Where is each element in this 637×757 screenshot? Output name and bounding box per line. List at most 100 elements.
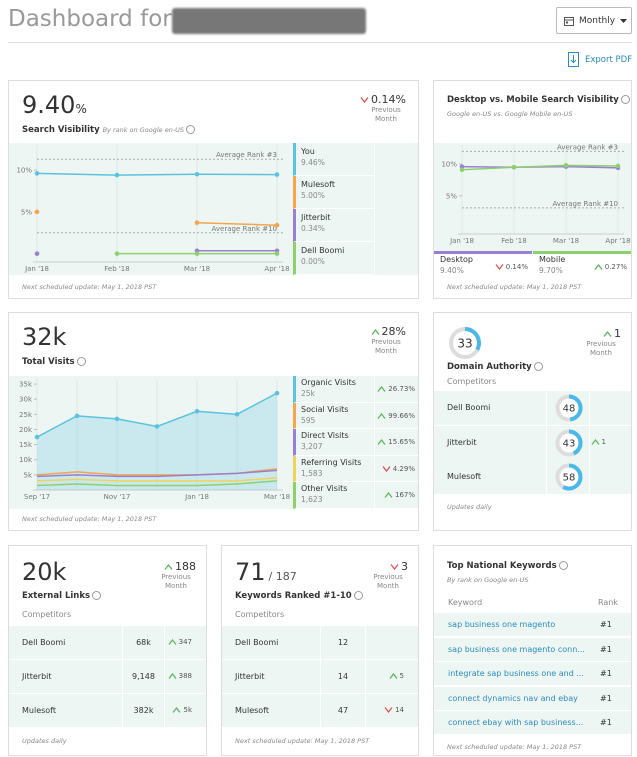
competitor-name: Dell Boomi — [447, 403, 491, 412]
period-label: Monthly — [579, 15, 616, 26]
area — [37, 393, 277, 490]
reference-label: Average Rank #10 — [212, 225, 277, 233]
change-row: 1 — [581, 327, 621, 340]
change-value: 1 — [601, 437, 606, 446]
keyword-row: sap business one magento conn... #1 — [434, 637, 631, 662]
arrow-shape — [384, 707, 393, 713]
change: 188 Previous Month — [156, 560, 196, 591]
change-row: 5k — [172, 706, 192, 714]
value-cell: 58 — [546, 460, 590, 494]
data-point — [34, 209, 40, 215]
value: 9.40 — [22, 91, 76, 119]
reference-label: Average Rank #3 — [216, 151, 277, 159]
donut-value: 43 — [563, 438, 576, 449]
big-number: 20k — [22, 558, 66, 586]
x-tick-label: Mar '18 — [184, 265, 210, 273]
data-point — [34, 251, 40, 256]
change: 15.65% — [377, 438, 415, 446]
info-icon[interactable] — [92, 591, 102, 600]
y-tick-label: 10k — [19, 456, 33, 464]
change-arrow — [377, 439, 386, 446]
series-line — [36, 480, 278, 487]
change-note: Previous Month — [161, 573, 191, 590]
competitor-row: Jitterbit 9,148 388 — [9, 660, 206, 694]
arrow-shape — [591, 438, 600, 445]
change-value: 347 — [178, 638, 192, 646]
series-line — [196, 221, 278, 226]
value: 20k — [22, 558, 67, 586]
reference-label: Average Rank #10 — [553, 200, 618, 208]
change: 5 — [389, 672, 404, 680]
legend: You 9.46% Mulesoft 5.00% Jitterbit 0.34% Dell … — [293, 143, 375, 275]
legend-name: Direct Visits — [301, 431, 349, 441]
competitor-value: 68k — [122, 626, 165, 659]
competitor-value: 12 — [320, 626, 366, 659]
legend-value: 9.40% — [440, 266, 464, 275]
sublabel: By rank on Google en-US — [102, 126, 185, 134]
data-point — [74, 413, 80, 419]
value-cell: 48 — [546, 391, 590, 425]
change: 5k — [172, 706, 192, 714]
change-value: 388 — [178, 672, 192, 680]
competitor-value: 14 — [320, 660, 366, 693]
info-icon[interactable] — [353, 591, 363, 600]
change-row: 99.66% — [377, 412, 415, 420]
change: 28% Previous Month — [366, 325, 406, 356]
donut-value: 33 — [457, 336, 472, 350]
desktop-mobile-panel: Desktop vs. Mobile Search Visibility Goo… — [433, 80, 632, 299]
competitor-value: 47 — [320, 694, 366, 727]
legend-item: You 9.46% — [293, 143, 374, 176]
donut-arc — [555, 394, 583, 422]
competitor-name: Mulesoft — [22, 706, 56, 715]
arrow-shape — [360, 96, 369, 103]
change-row: 188 — [156, 560, 196, 573]
header-rule — [8, 42, 632, 43]
competitor-row: Mulesoft 47 14 — [222, 694, 418, 728]
period-dropdown[interactable]: Monthly — [556, 7, 632, 34]
competitor-name: Dell Boomi — [22, 638, 66, 647]
legend-name: Dell Boomi — [301, 246, 345, 255]
arrow-shape — [594, 264, 603, 270]
keyword-row: connect ebay with sap business... #1 — [434, 711, 631, 735]
change: 1 Previous Month — [581, 327, 621, 358]
reference-label: Average Rank #3 — [557, 143, 618, 151]
competitor-row: Jitterbit 14 5 — [222, 660, 418, 694]
footer: Next scheduled update: May 1, 2018 PST — [235, 737, 370, 745]
label: Search Visibility — [22, 125, 100, 135]
legend-value: 25k — [301, 389, 315, 398]
change-row: 0.14% — [495, 263, 528, 271]
change-value: 99.66% — [388, 411, 415, 420]
x-tick-label: Feb '18 — [104, 265, 129, 273]
competitor-name: Jitterbit — [447, 437, 477, 447]
change: 0.27% — [594, 263, 627, 271]
donut: 33 — [449, 327, 481, 359]
change-row: 5 — [389, 672, 404, 680]
change-arrow — [382, 465, 391, 472]
competitor-name: Jitterbit — [235, 672, 265, 681]
change-row: 167% — [384, 491, 415, 499]
info-icon[interactable] — [76, 357, 86, 366]
data-point — [34, 434, 40, 440]
legend: Desktop 9.40% 0.14% Mobile 9.70% 0.27% — [434, 251, 631, 277]
y-tick-label: 5% — [21, 208, 32, 216]
series-line — [461, 164, 619, 171]
change-row: 26.73% — [377, 385, 415, 393]
change-value: 15.65% — [388, 438, 415, 447]
legend-item: Referring Visits 1,583 4.29% — [293, 455, 418, 483]
info-icon[interactable] — [533, 362, 543, 371]
export-pdf[interactable]: Export PDF — [568, 52, 632, 67]
info-icon[interactable] — [186, 125, 196, 134]
legend-name: Desktop — [440, 255, 473, 264]
column-header: Keyword — [448, 598, 483, 607]
change: 4.29% — [382, 465, 415, 473]
arrow-shape — [389, 673, 398, 679]
info-icon[interactable] — [558, 561, 568, 570]
keyword-row: connect dynamics nav and ebay #1 — [434, 686, 631, 711]
legend-value: 1,623 — [301, 495, 323, 505]
footer: Next scheduled update: May 1, 2018 PST — [22, 515, 157, 523]
info-icon[interactable] — [620, 95, 630, 104]
legend-item: Direct Visits 3,207 15.65% — [293, 429, 418, 456]
metric-label: External Links — [22, 591, 102, 601]
title: Top National Keywords — [447, 561, 557, 571]
